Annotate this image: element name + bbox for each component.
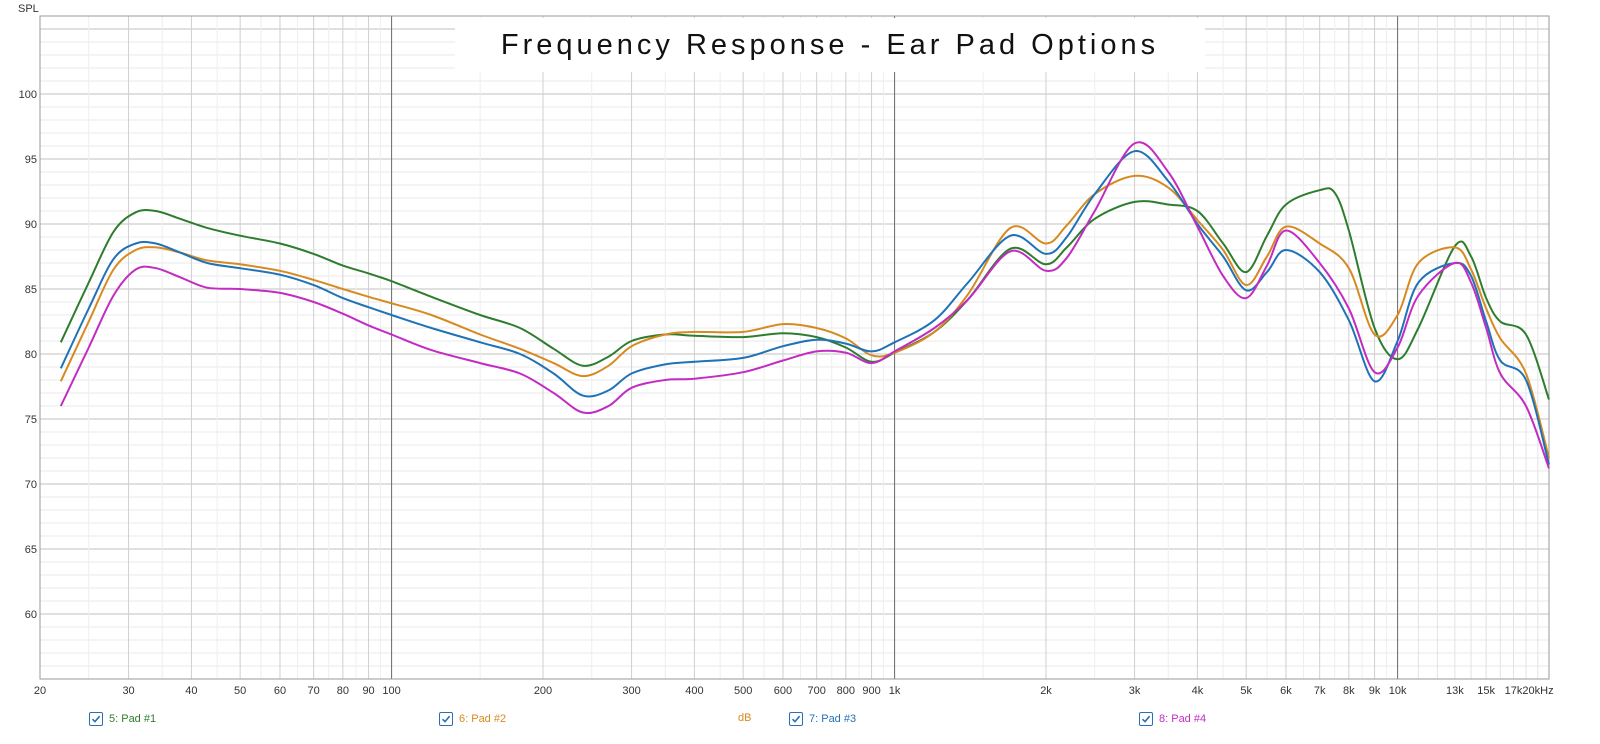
y-tick-label: 65 xyxy=(25,544,37,556)
series-line-pad-4 xyxy=(59,141,1550,469)
y-tick-label: 85 xyxy=(25,284,37,296)
y-tick-label: 80 xyxy=(25,349,37,361)
y-tick-label: 95 xyxy=(25,154,37,166)
x-tick-label: 500 xyxy=(734,685,752,697)
x-tick-label: 90 xyxy=(362,685,374,697)
series-line-pad-3 xyxy=(59,150,1550,465)
x-tick-label: 7k xyxy=(1314,685,1326,697)
checkbox-checked-icon[interactable] xyxy=(1139,712,1153,726)
tick-labels: 100 95 90 85 80 75 70 65 60 20 30 40 50 60 70 80 90 100 20… xyxy=(19,89,1554,697)
legend-item-pad-4[interactable]: 8: Pad #4 xyxy=(1139,710,1206,728)
x-tick-label: 60 xyxy=(274,685,286,697)
x-tick-label: 400 xyxy=(685,685,703,697)
x-tick-label: 600 xyxy=(774,685,792,697)
x-tick-label: 2k xyxy=(1040,685,1052,697)
plot-frame xyxy=(39,15,1550,680)
series-line-pad-2 xyxy=(59,174,1550,459)
y-unit-label: dB xyxy=(738,712,752,724)
x-tick-label: 80 xyxy=(337,685,349,697)
legend-item-pad-3[interactable]: 7: Pad #3 xyxy=(789,710,856,728)
x-tick-label: 20kHz xyxy=(1522,685,1553,697)
x-tick-label: 30 xyxy=(122,685,134,697)
x-tick-label: 8k xyxy=(1343,685,1355,697)
title-backdrop xyxy=(455,18,1205,72)
y-tick-label: 90 xyxy=(25,219,37,231)
x-tick-label: 6k xyxy=(1280,685,1292,697)
x-tick-label: 3k xyxy=(1129,685,1141,697)
y-tick-label: 100 xyxy=(19,89,37,101)
x-tick-label: 200 xyxy=(534,685,552,697)
plot-axes xyxy=(39,15,1550,680)
legend-label-pad-2: 6: Pad #2 xyxy=(459,713,507,725)
legend-label-pad-3: 7: Pad #3 xyxy=(809,713,857,725)
x-tick-label: 5k xyxy=(1240,685,1252,697)
x-tick-label: 10k xyxy=(1389,685,1407,697)
x-tick-label: 17k xyxy=(1505,685,1523,697)
x-tick-label: 700 xyxy=(807,685,825,697)
x-tick-label: 800 xyxy=(837,685,855,697)
x-tick-label: 40 xyxy=(185,685,197,697)
legend-item-pad-1[interactable]: 5: Pad #1 xyxy=(89,710,156,728)
y-tick-label: 60 xyxy=(25,609,37,621)
x-tick-label: 20 xyxy=(34,685,46,697)
x-tick-label: 50 xyxy=(234,685,246,697)
chart-title: Frequency Response - Ear Pad Options xyxy=(501,29,1159,61)
x-tick-label: 9k xyxy=(1369,685,1381,697)
checkbox-checked-icon[interactable] xyxy=(89,712,103,726)
x-tick-label: 4k xyxy=(1192,685,1204,697)
x-tick-label: 13k xyxy=(1446,685,1464,697)
legend-item-pad-2[interactable]: 6: Pad #2 xyxy=(439,710,506,728)
x-tick-label: 1k xyxy=(889,685,901,697)
x-tick-label: 100 xyxy=(382,685,400,697)
x-tick-label: 15k xyxy=(1477,685,1495,697)
plot-series xyxy=(59,141,1550,469)
checkbox-checked-icon[interactable] xyxy=(789,712,803,726)
legend-label-pad-4: 8: Pad #4 xyxy=(1159,713,1207,725)
legend-label-pad-1: 5: Pad #1 xyxy=(109,713,157,725)
y-tick-label: 75 xyxy=(25,414,37,426)
y-axis-label: SPL xyxy=(18,3,39,15)
x-tick-label: 70 xyxy=(308,685,320,697)
plot-grid xyxy=(39,15,1550,680)
y-tick-label: 70 xyxy=(25,479,37,491)
x-tick-label: 900 xyxy=(862,685,880,697)
x-tick-label: 300 xyxy=(622,685,640,697)
checkbox-checked-icon[interactable] xyxy=(439,712,453,726)
